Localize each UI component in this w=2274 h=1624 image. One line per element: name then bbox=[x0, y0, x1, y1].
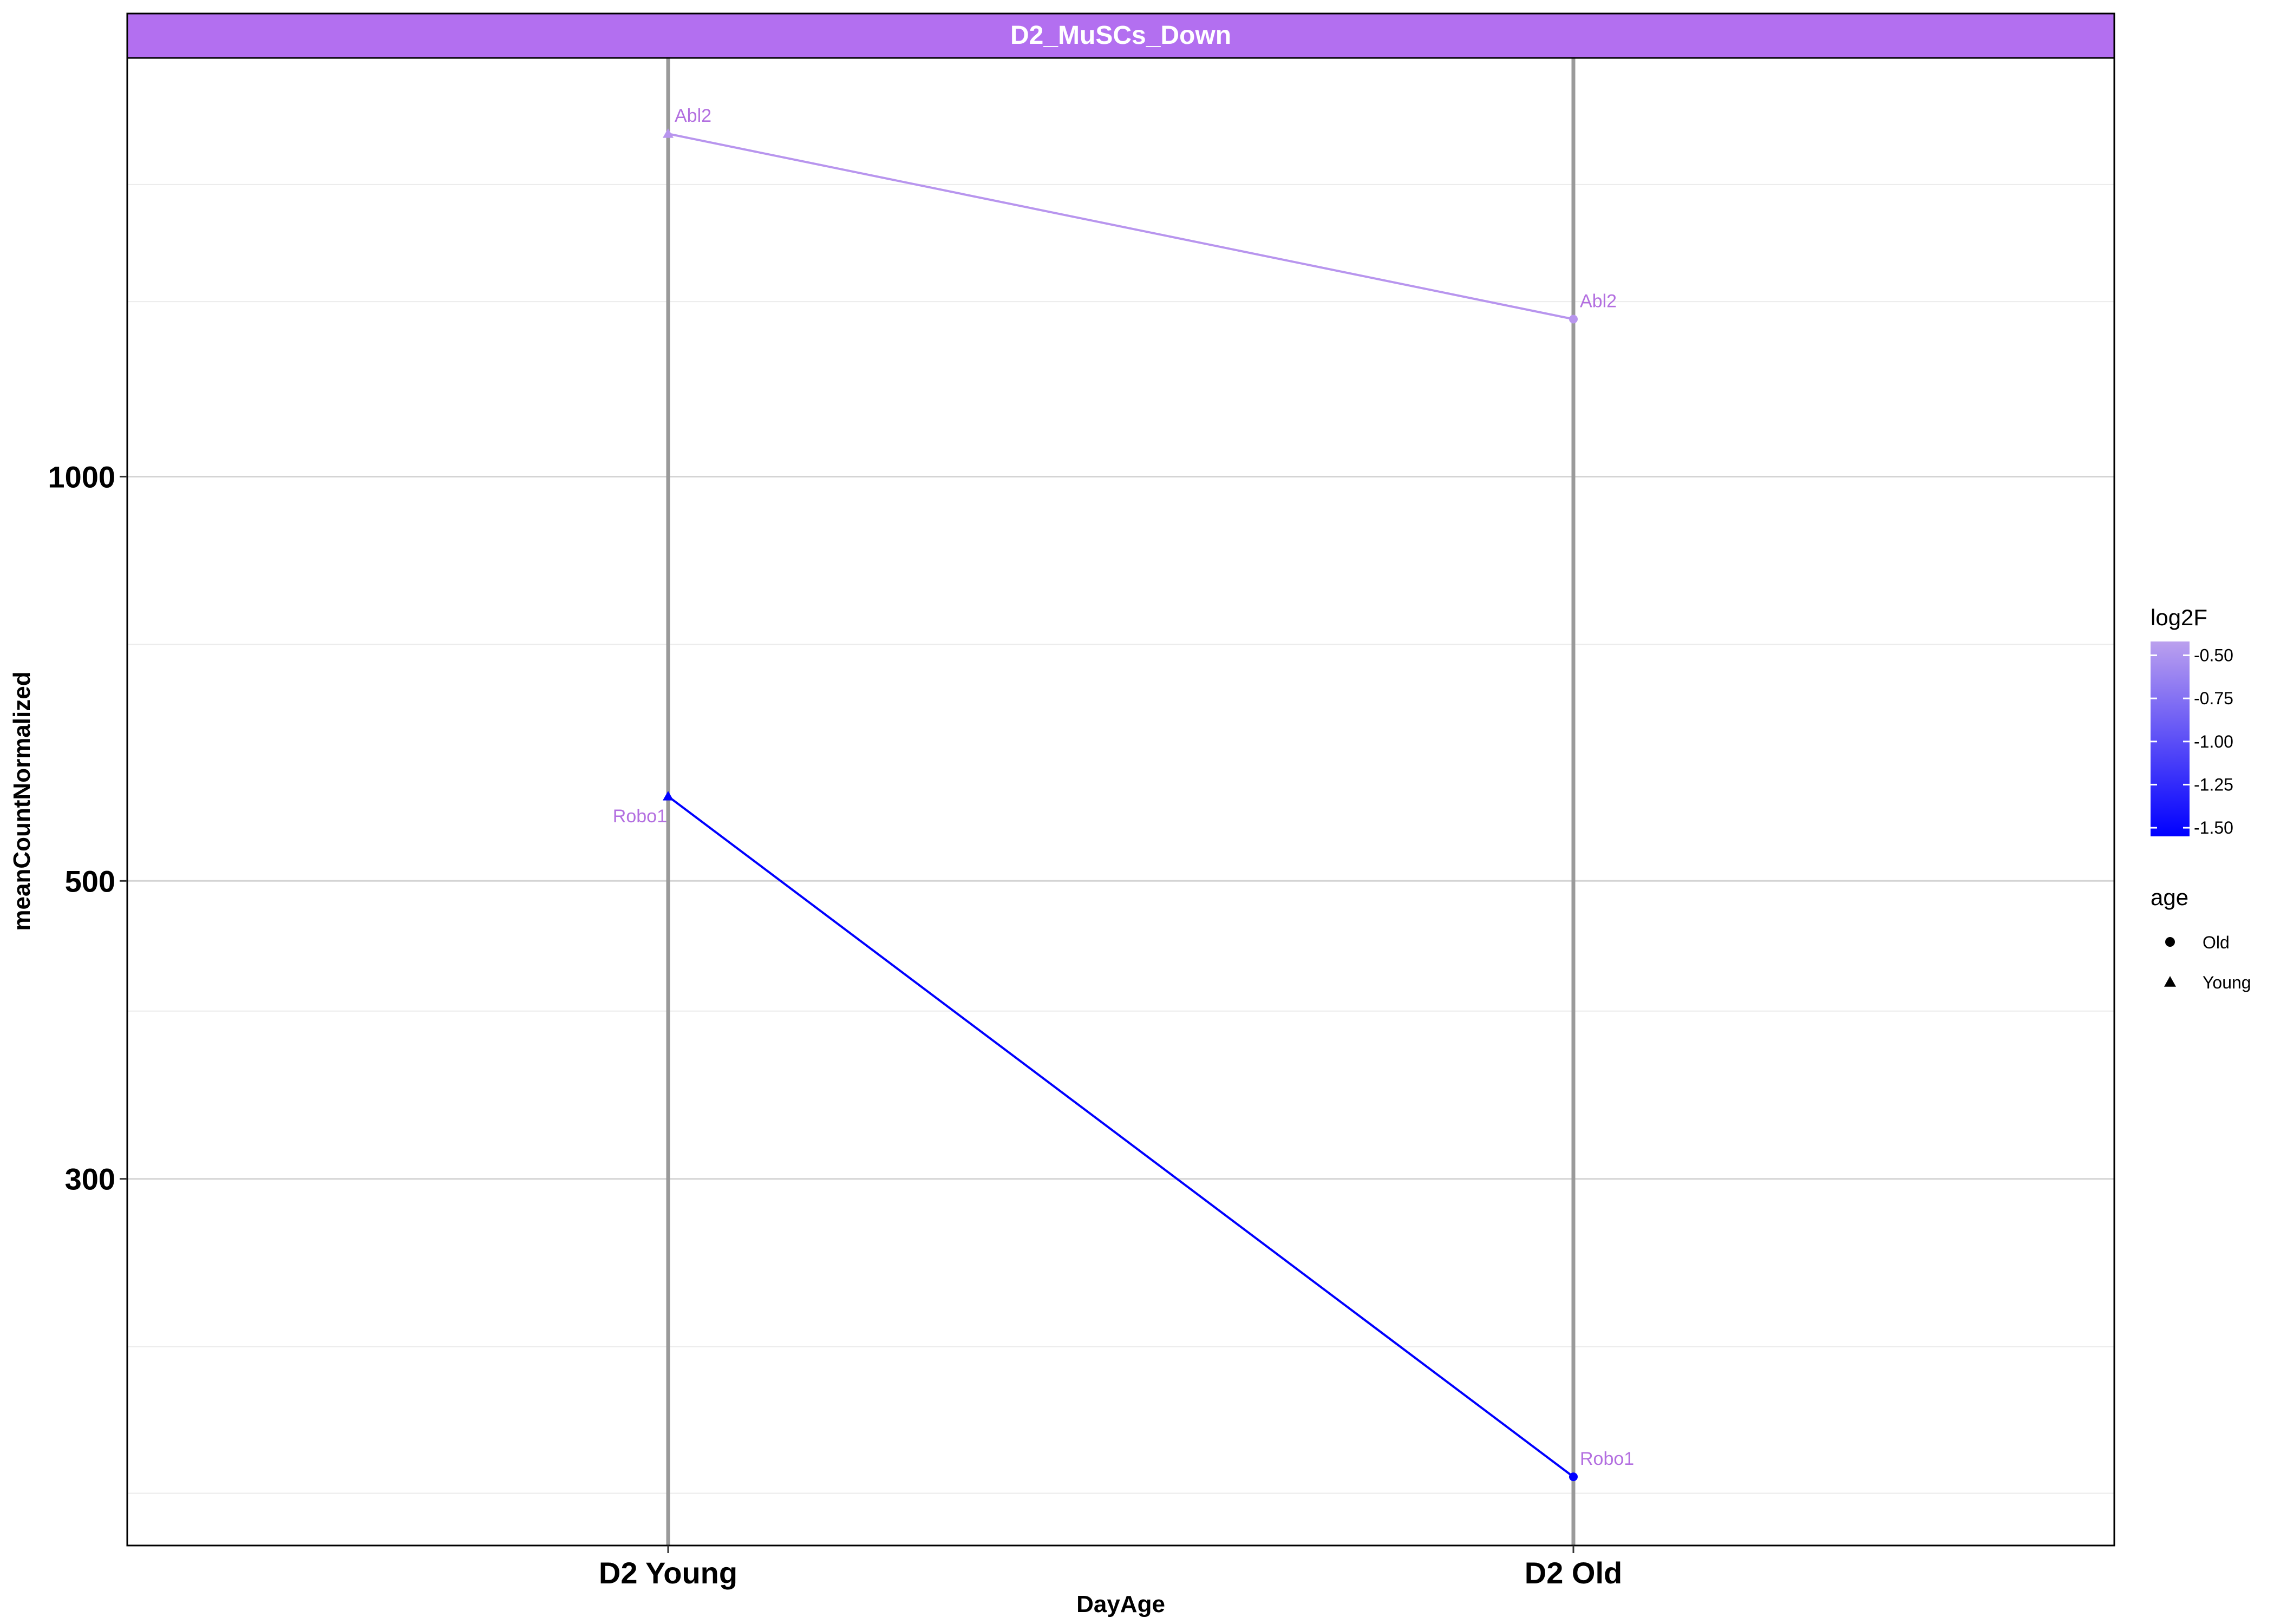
y-tick-label-0: 300 bbox=[65, 1162, 115, 1196]
facet-strip: D2_MuSCs_Down bbox=[126, 12, 2115, 59]
legend-key-old bbox=[2165, 937, 2175, 947]
x-axis-title: DayAge bbox=[1076, 1591, 1165, 1618]
series-line-robo1 bbox=[667, 795, 1574, 1478]
point-label-abl2-young: Abl2 bbox=[675, 106, 711, 126]
colorbar-legend: log2F -0.50 -0.75 -1.00 -1.25 -1.50 bbox=[2151, 605, 2233, 837]
colorbar-tick-label-4: -1.50 bbox=[2194, 818, 2233, 837]
colorbar-tick-label-0: -0.50 bbox=[2194, 645, 2233, 665]
y-axis: 300 500 1000 bbox=[48, 460, 127, 1196]
vertical-gridlines bbox=[666, 58, 1576, 1546]
colorbar-title: log2F bbox=[2151, 605, 2207, 630]
colorbar-ticks: -0.50 -0.75 -1.00 -1.25 -1.50 bbox=[2151, 645, 2233, 837]
shape-legend-items: Old Young bbox=[2164, 933, 2251, 992]
major-gridlines bbox=[127, 475, 2114, 1180]
series-points bbox=[663, 128, 1578, 1482]
point-label-robo1-young: Robo1 bbox=[613, 806, 667, 827]
y-tick-label-2: 1000 bbox=[48, 460, 115, 494]
facet-strip-background bbox=[126, 12, 2115, 59]
facet-title: D2_MuSCs_Down bbox=[1010, 21, 1231, 50]
point-robo1-young bbox=[663, 791, 674, 801]
legend-label-old: Old bbox=[2203, 933, 2230, 952]
point-abl2-old bbox=[1569, 315, 1578, 324]
y-tick-label-1: 500 bbox=[65, 864, 115, 898]
point-label-abl2-old: Abl2 bbox=[1580, 291, 1617, 312]
colorbar-tick-label-3: -1.25 bbox=[2194, 775, 2233, 794]
panel-background bbox=[127, 58, 2114, 1546]
point-labels: Abl2 Abl2 Robo1 Robo1 bbox=[613, 106, 1634, 1469]
colorbar bbox=[2151, 641, 2190, 836]
shape-legend: age Old Young bbox=[2151, 885, 2251, 992]
x-tick-label-0: D2 Young bbox=[599, 1556, 737, 1590]
y-axis-title: meanCountNormalized bbox=[9, 671, 35, 931]
point-robo1-old bbox=[1569, 1472, 1578, 1482]
minor-gridlines bbox=[127, 184, 2114, 1494]
series-line-abl2 bbox=[668, 133, 1574, 320]
series-lines bbox=[667, 133, 1574, 1478]
plot-panel: Abl2 Abl2 Robo1 Robo1 bbox=[126, 57, 2115, 1547]
legend-key-young bbox=[2164, 976, 2176, 987]
point-abl2-young bbox=[663, 128, 674, 138]
panel-border bbox=[126, 57, 2115, 1547]
x-axis: D2 Young D2 Old bbox=[599, 1546, 1622, 1590]
shape-legend-title: age bbox=[2151, 885, 2188, 910]
colorbar-tick-label-1: -0.75 bbox=[2194, 689, 2233, 708]
x-tick-label-1: D2 Old bbox=[1525, 1556, 1622, 1590]
legend-label-young: Young bbox=[2203, 973, 2251, 992]
colorbar-tick-label-2: -1.00 bbox=[2194, 732, 2233, 751]
point-label-robo1-old: Robo1 bbox=[1580, 1449, 1634, 1469]
